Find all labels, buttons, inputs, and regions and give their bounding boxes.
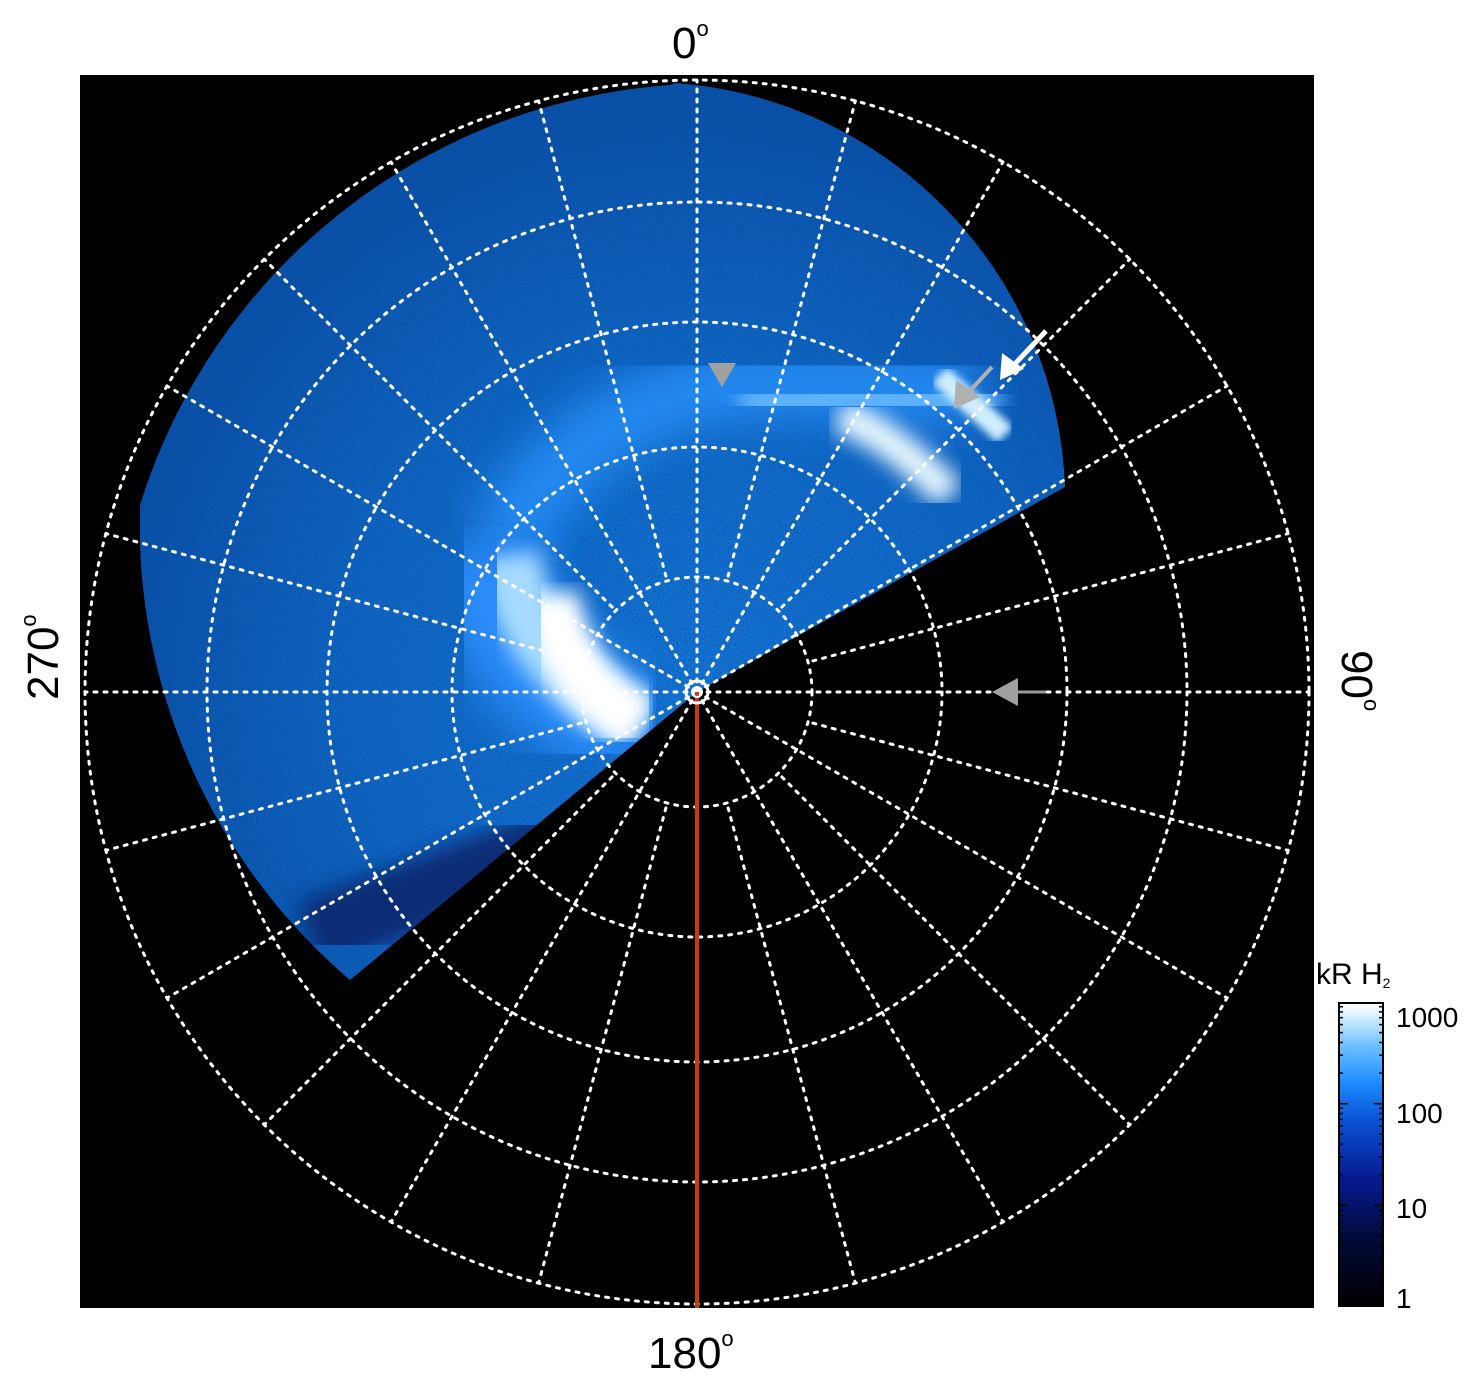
meridian-line: [726, 806, 857, 1285]
longitude-label-270: 270o: [16, 614, 68, 700]
meridian-line: [811, 721, 1290, 852]
meridian-line: [726, 99, 857, 578]
gray-arrow-icon: [954, 365, 994, 409]
meridian-line: [695, 690, 1005, 1224]
meridian-line: [695, 690, 1229, 1000]
meridian-line: [695, 384, 1229, 694]
colorbar-ticks: [1338, 1002, 1384, 1307]
meridian-line: [262, 775, 614, 1127]
meridian-line: [537, 806, 668, 1285]
colorbar: [1338, 1002, 1384, 1307]
gray-arrow-icon: [992, 678, 1046, 706]
colorbar-tick-label-1000: 1000: [1396, 1002, 1459, 1033]
longitude-label-90: 90o: [1332, 650, 1384, 712]
meridian-line: [695, 160, 1005, 694]
meridian-line: [165, 690, 699, 1000]
longitude-label-180: 180o: [648, 1326, 734, 1378]
gray-triangle-marker-icon: [708, 363, 736, 387]
colorbar-tick-label-1: 1: [1396, 1283, 1412, 1314]
colorbar-title: kR H2: [1316, 958, 1391, 991]
meridian-line: [537, 99, 668, 578]
polar-aurora-map: [80, 75, 1314, 1308]
latitude-circle: [450, 445, 944, 939]
meridian-line: [104, 721, 583, 852]
meridian-line: [389, 690, 699, 1224]
white-arrow-icon: [1000, 329, 1048, 380]
meridian-line: [811, 532, 1290, 663]
colorbar-tick-label-10: 10: [1396, 1193, 1428, 1224]
meridian-line: [780, 257, 1132, 609]
longitude-label-0: 0o: [672, 16, 709, 68]
meridian-line: [165, 384, 699, 694]
meridian-line: [262, 257, 614, 609]
pole-marker-icon: [684, 679, 710, 705]
meridian-line: [780, 775, 1132, 1127]
colorbar-tick-label-100: 100: [1396, 1098, 1443, 1129]
meridian-lines: [83, 78, 1311, 1306]
meridian-line: [389, 160, 699, 694]
meridian-line: [104, 532, 583, 663]
